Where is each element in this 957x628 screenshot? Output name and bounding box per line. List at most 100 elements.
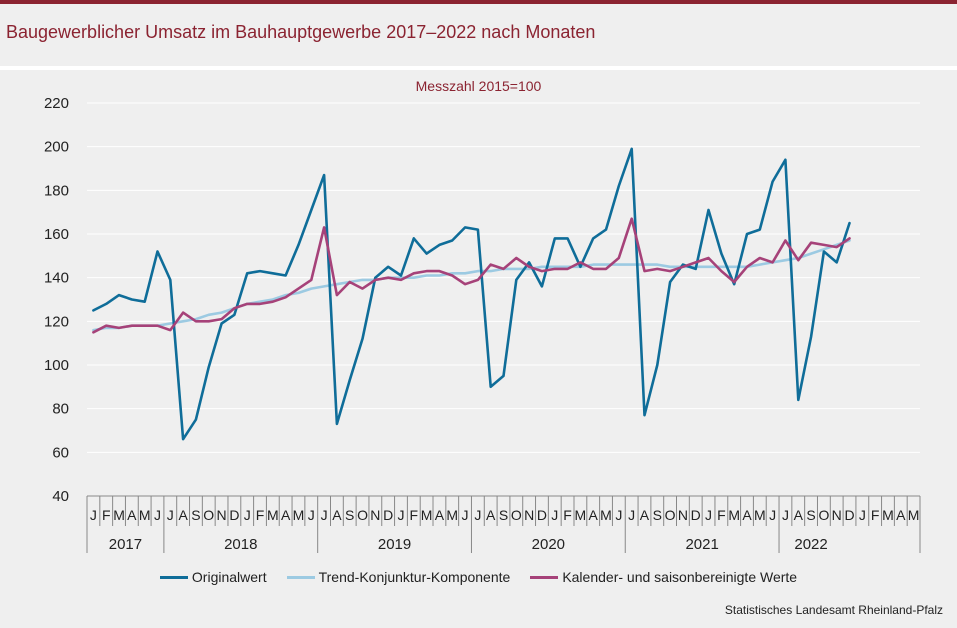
top-accent-bar	[0, 0, 957, 4]
month-label: S	[806, 507, 815, 523]
month-label: O	[665, 507, 676, 523]
month-label: A	[486, 507, 496, 523]
y-axis-ticks: 40 60 80 100 120 140 160 180 200 220	[44, 95, 69, 505]
legend-item-trend: Trend-Konjunktur-Komponente	[286, 569, 511, 585]
series-line-seasonal	[92, 217, 851, 334]
legend-swatch-seasonal	[530, 575, 559, 579]
title-separator	[0, 66, 957, 70]
month-label: J	[628, 507, 635, 523]
legend-item-seasonal: Kalender- und saisonbereinigte Werte	[530, 569, 797, 585]
y-tick-label: 60	[52, 444, 69, 461]
month-label: A	[896, 507, 906, 523]
month-label: F	[102, 507, 111, 523]
y-tick-label: 160	[44, 226, 69, 243]
y-tick-label: 200	[44, 139, 69, 156]
month-label: D	[383, 507, 393, 523]
series-line-trend	[92, 239, 851, 332]
month-label: O	[511, 507, 522, 523]
month-label: M	[293, 507, 305, 523]
y-tick-label: 180	[44, 182, 69, 199]
month-label: S	[191, 507, 200, 523]
month-label: M	[421, 507, 433, 523]
month-label: M	[575, 507, 587, 523]
month-label: A	[332, 507, 342, 523]
month-label: M	[908, 507, 920, 523]
month-label: J	[859, 507, 866, 523]
month-label: J	[244, 507, 251, 523]
month-label: J	[769, 507, 776, 523]
y-tick-label: 220	[44, 95, 69, 112]
year-label: 2019	[378, 536, 411, 553]
month-label: S	[345, 507, 354, 523]
month-label: M	[139, 507, 151, 523]
month-label: O	[203, 507, 214, 523]
y-tick-label: 40	[52, 488, 69, 505]
month-label: J	[167, 507, 174, 523]
month-label: N	[524, 507, 534, 523]
month-label: A	[127, 507, 137, 523]
month-label: O	[818, 507, 829, 523]
year-label: 2021	[685, 536, 718, 553]
month-label: F	[410, 507, 419, 523]
month-label: A	[178, 507, 188, 523]
month-label: M	[446, 507, 458, 523]
series-lines	[92, 147, 851, 441]
month-label: M	[267, 507, 279, 523]
legend-label-original: Originalwert	[191, 569, 267, 585]
month-label: J	[462, 507, 469, 523]
month-label: S	[653, 507, 662, 523]
month-label: J	[308, 507, 315, 523]
month-label: D	[691, 507, 701, 523]
month-label: D	[844, 507, 854, 523]
legend-label-trend: Trend-Konjunktur-Komponente	[318, 569, 511, 585]
month-label: A	[640, 507, 650, 523]
month-label: J	[615, 507, 622, 523]
month-label: M	[113, 507, 125, 523]
y-tick-label: 100	[44, 357, 69, 374]
month-label: J	[90, 507, 97, 523]
month-label: D	[537, 507, 547, 523]
month-label: M	[882, 507, 894, 523]
month-label: F	[871, 507, 880, 523]
month-label: F	[563, 507, 572, 523]
legend-item-original: Originalwert	[159, 569, 267, 585]
legend-swatch-trend	[286, 575, 315, 579]
month-label: J	[474, 507, 481, 523]
year-label: 2017	[109, 536, 142, 553]
series-line-original	[92, 147, 851, 441]
month-label: F	[717, 507, 726, 523]
chart-title: Baugewerblicher Umsatz im Bauhauptgewerb…	[6, 22, 596, 42]
y-tick-label: 120	[44, 313, 69, 330]
source-note: Statistisches Landesamt Rheinland-Pfalz	[724, 603, 943, 617]
month-label: A	[742, 507, 752, 523]
month-label: A	[281, 507, 291, 523]
month-label: M	[600, 507, 612, 523]
month-label: F	[256, 507, 265, 523]
month-label: O	[357, 507, 368, 523]
year-label: 2018	[224, 536, 257, 553]
month-label: D	[229, 507, 239, 523]
legend-swatch-original	[159, 575, 188, 579]
chart-subtitle: Messzahl 2015=100	[415, 78, 542, 94]
gridlines	[87, 102, 920, 497]
legend-label-seasonal: Kalender- und saisonbereinigte Werte	[562, 569, 798, 585]
month-label: N	[832, 507, 842, 523]
year-label: 2022	[794, 536, 827, 553]
month-label: S	[499, 507, 508, 523]
month-label: J	[705, 507, 712, 523]
y-tick-label: 140	[44, 270, 69, 287]
month-label: J	[321, 507, 328, 523]
month-label: N	[370, 507, 380, 523]
month-label: A	[589, 507, 599, 523]
month-label: M	[728, 507, 740, 523]
month-label: N	[678, 507, 688, 523]
month-label: J	[782, 507, 789, 523]
month-label: A	[794, 507, 804, 523]
month-label: M	[754, 507, 766, 523]
y-tick-label: 80	[52, 401, 69, 418]
year-label: 2020	[532, 536, 565, 553]
month-label: J	[154, 507, 161, 523]
month-label: J	[397, 507, 404, 523]
